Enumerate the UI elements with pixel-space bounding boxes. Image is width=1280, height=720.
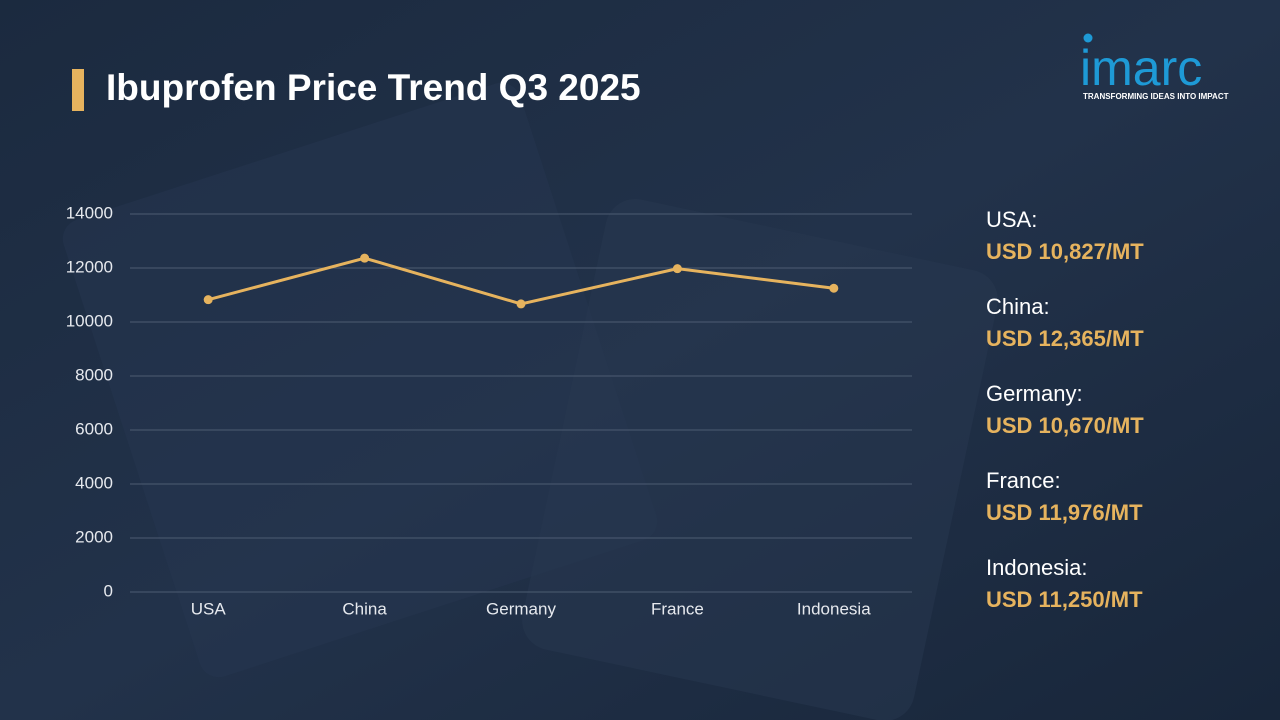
x-tick-label: USA [191, 599, 227, 618]
price-label: USD 10,670/MT [986, 413, 1144, 438]
price-label: USD 10,827/MT [986, 239, 1144, 264]
country-label: USA: [986, 207, 1037, 232]
price-label: USD 11,976/MT [986, 500, 1143, 525]
price-label: USD 11,250/MT [986, 587, 1143, 612]
y-tick-label: 12000 [66, 257, 113, 276]
background-box [62, 82, 658, 678]
point [672, 264, 682, 274]
y-tick-label: 6000 [75, 419, 113, 438]
price-label: USD 12,365/MT [986, 326, 1144, 351]
point [516, 299, 526, 309]
x-tick-label: Germany [486, 599, 556, 618]
logo-dot [1083, 33, 1093, 43]
y-tick-label: 4000 [75, 473, 113, 492]
country-label: Germany: [986, 381, 1083, 406]
country-label: France: [986, 468, 1061, 493]
country-label: China: [986, 294, 1050, 319]
logo-tagline: TRANSFORMING IDEAS INTO IMPACT [1083, 92, 1229, 101]
y-tick-label: 8000 [75, 365, 113, 384]
x-tick-label: France [651, 599, 704, 618]
logo-name: imarc [1080, 40, 1202, 96]
y-tick-label: 0 [104, 581, 113, 600]
background-blister [522, 199, 998, 720]
x-tick-label: Indonesia [797, 599, 871, 618]
y-tick-label: 2000 [75, 527, 113, 546]
point [203, 295, 213, 305]
y-tick-label: 14000 [66, 203, 113, 222]
point [360, 253, 370, 263]
title-accent [72, 69, 84, 111]
point [829, 283, 839, 293]
y-tick-label: 10000 [66, 311, 113, 330]
country-label: Indonesia: [986, 555, 1088, 580]
x-tick-label: China [342, 599, 387, 618]
chart-title: Ibuprofen Price Trend Q3 2025 [106, 67, 641, 108]
chart: 0 2000 4000 6000 8000 10000 12000 14000 USA China… [66, 203, 1145, 618]
